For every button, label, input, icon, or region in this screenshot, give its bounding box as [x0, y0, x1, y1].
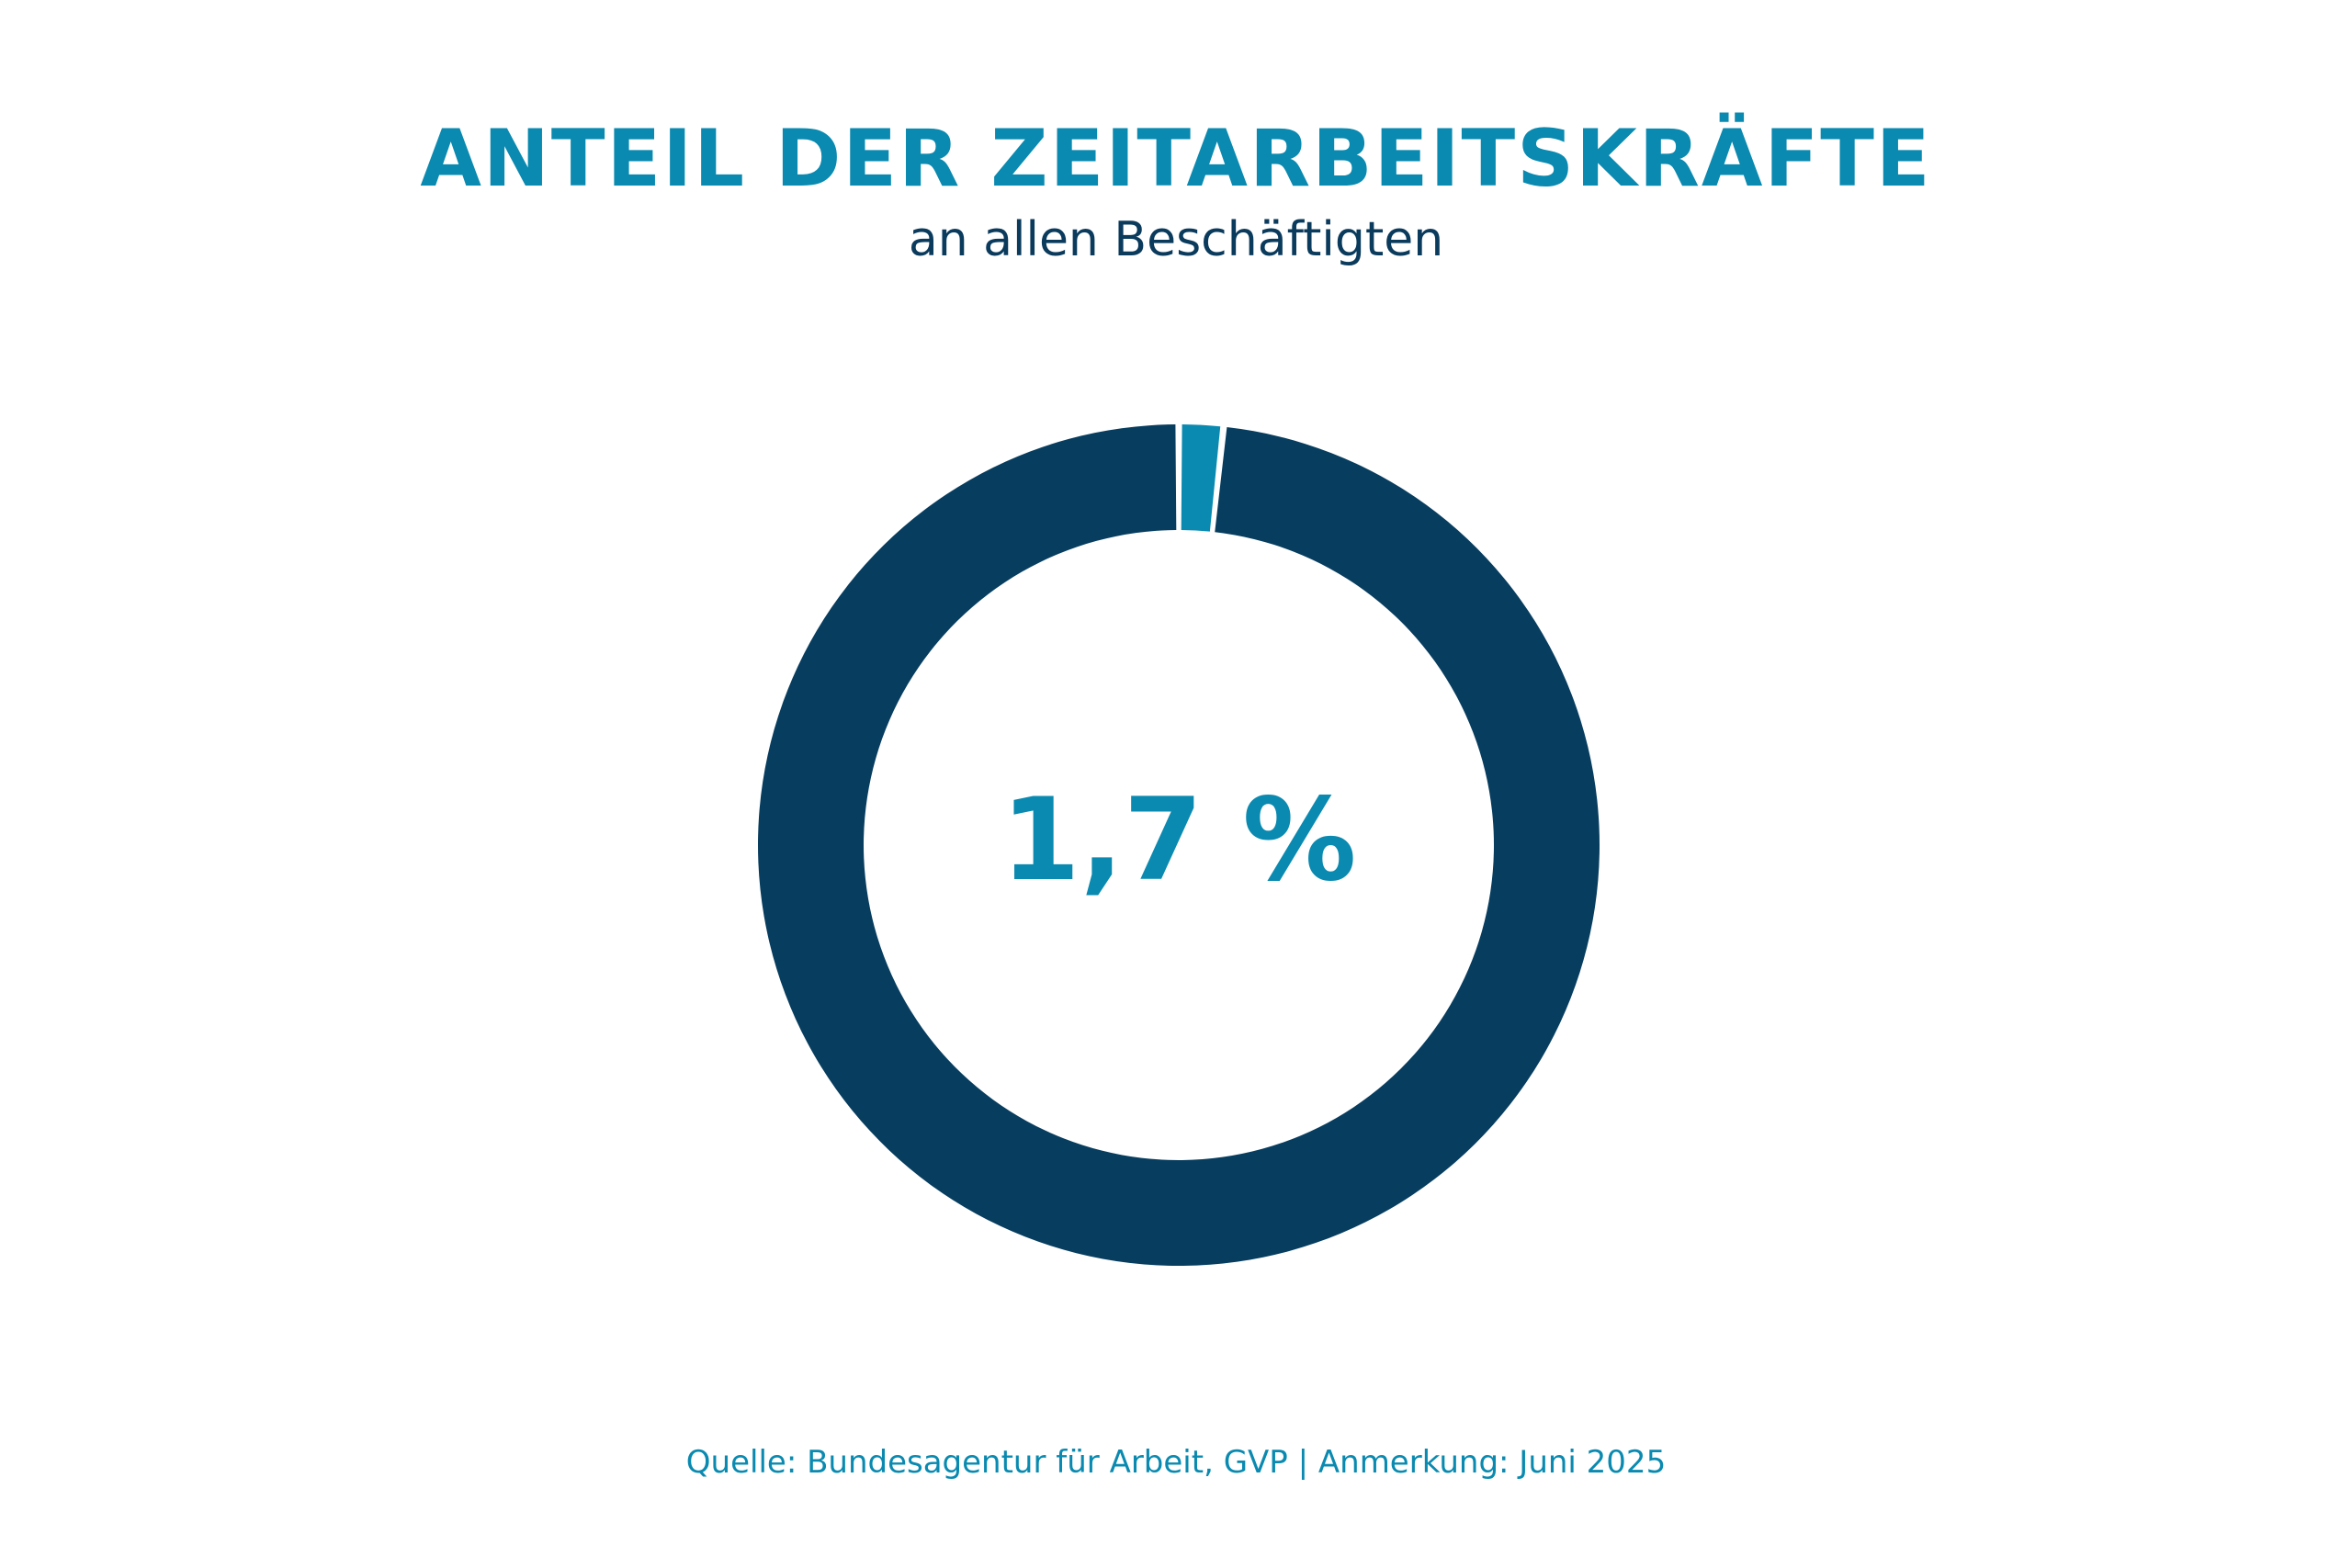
chart-title: ANTEIL DER ZEITARBEITSKRÄFTE: [420, 113, 1932, 205]
source-note: Quelle: Bundesagentur für Arbeit, GVP | …: [685, 1444, 1667, 1481]
chart-subtitle: an allen Beschäftigten: [908, 212, 1444, 267]
center-value-label: 1,7 %: [1001, 774, 1356, 907]
donut-slices: [758, 424, 1600, 1266]
donut-slice-0: [1181, 424, 1221, 532]
